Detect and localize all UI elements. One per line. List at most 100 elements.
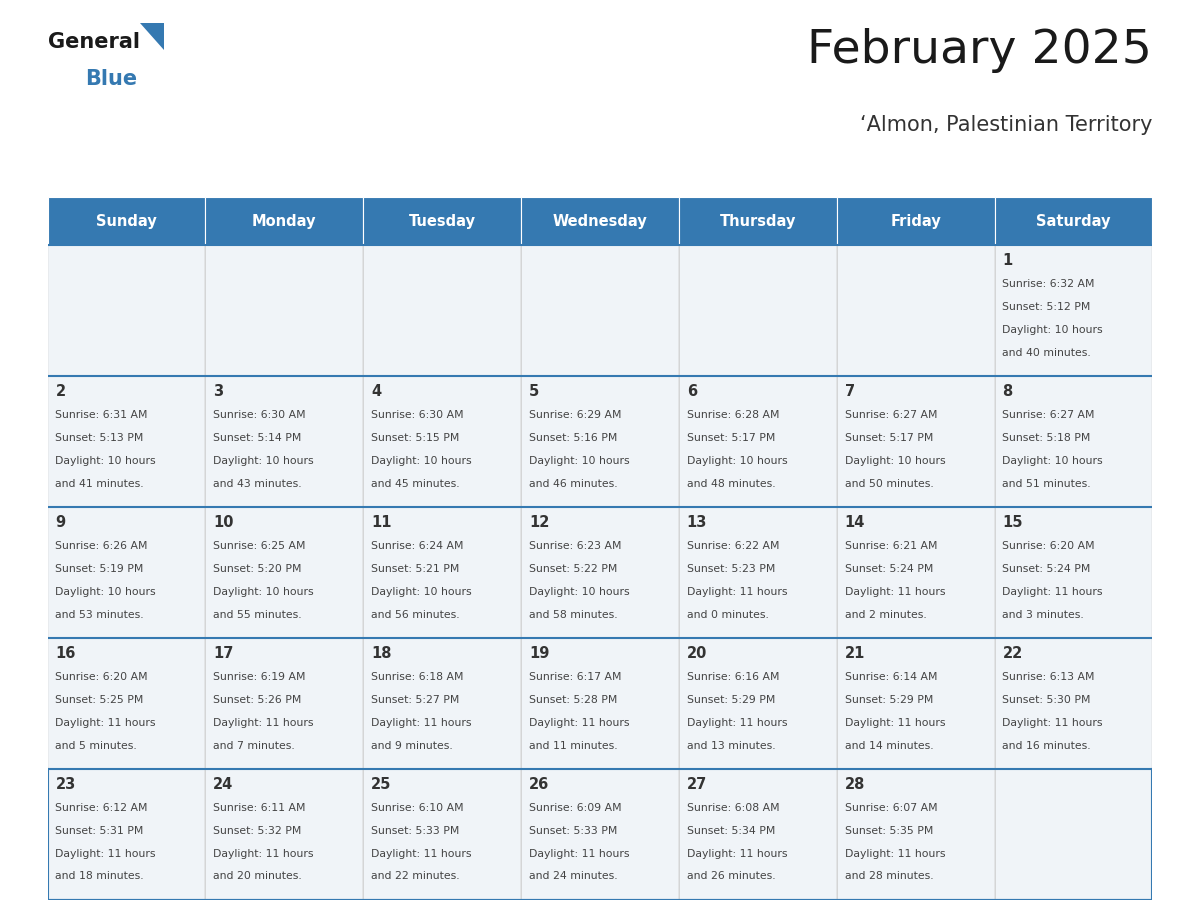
Bar: [994, 245, 1152, 376]
Text: Sunrise: 6:17 AM: Sunrise: 6:17 AM: [529, 672, 621, 682]
Text: Sunset: 5:28 PM: Sunset: 5:28 PM: [529, 695, 618, 705]
Bar: [836, 638, 994, 768]
Bar: [48, 768, 206, 900]
Text: Daylight: 11 hours: Daylight: 11 hours: [213, 718, 314, 728]
Text: and 46 minutes.: and 46 minutes.: [529, 479, 618, 488]
Text: Sunrise: 6:13 AM: Sunrise: 6:13 AM: [1003, 672, 1095, 682]
Text: 5: 5: [529, 384, 539, 399]
Bar: [678, 376, 836, 507]
Text: and 3 minutes.: and 3 minutes.: [1003, 610, 1085, 620]
Text: and 26 minutes.: and 26 minutes.: [687, 871, 776, 881]
Bar: [364, 507, 522, 638]
Text: Sunset: 5:27 PM: Sunset: 5:27 PM: [371, 695, 460, 705]
Text: Sunrise: 6:14 AM: Sunrise: 6:14 AM: [845, 672, 937, 682]
Text: Daylight: 11 hours: Daylight: 11 hours: [687, 587, 788, 597]
Text: Sunrise: 6:32 AM: Sunrise: 6:32 AM: [1003, 279, 1095, 289]
Text: 21: 21: [845, 645, 865, 661]
Text: Sunset: 5:33 PM: Sunset: 5:33 PM: [371, 825, 460, 835]
Text: Sunset: 5:25 PM: Sunset: 5:25 PM: [56, 695, 144, 705]
Text: and 50 minutes.: and 50 minutes.: [845, 479, 934, 488]
Text: Sunrise: 6:10 AM: Sunrise: 6:10 AM: [371, 802, 463, 812]
Text: Sunset: 5:29 PM: Sunset: 5:29 PM: [687, 695, 775, 705]
Text: Sunrise: 6:23 AM: Sunrise: 6:23 AM: [529, 541, 621, 551]
Text: Daylight: 10 hours: Daylight: 10 hours: [56, 456, 156, 465]
Text: and 13 minutes.: and 13 minutes.: [687, 741, 776, 751]
Bar: [522, 197, 678, 245]
Bar: [522, 245, 678, 376]
Text: Sunset: 5:24 PM: Sunset: 5:24 PM: [845, 564, 933, 574]
Bar: [678, 638, 836, 768]
Text: Sunrise: 6:08 AM: Sunrise: 6:08 AM: [687, 802, 779, 812]
Text: Sunrise: 6:30 AM: Sunrise: 6:30 AM: [371, 410, 463, 420]
Text: Sunrise: 6:20 AM: Sunrise: 6:20 AM: [1003, 541, 1095, 551]
Bar: [994, 197, 1152, 245]
Text: Sunrise: 6:25 AM: Sunrise: 6:25 AM: [213, 541, 305, 551]
Text: Sunday: Sunday: [96, 214, 157, 229]
Text: Daylight: 10 hours: Daylight: 10 hours: [529, 587, 630, 597]
Text: Daylight: 11 hours: Daylight: 11 hours: [687, 718, 788, 728]
Text: and 28 minutes.: and 28 minutes.: [845, 871, 934, 881]
Text: and 45 minutes.: and 45 minutes.: [371, 479, 460, 488]
Text: 15: 15: [1003, 515, 1023, 530]
Text: Tuesday: Tuesday: [409, 214, 475, 229]
Text: and 7 minutes.: and 7 minutes.: [213, 741, 295, 751]
Text: Daylight: 11 hours: Daylight: 11 hours: [529, 848, 630, 858]
Bar: [364, 376, 522, 507]
Bar: [364, 197, 522, 245]
Text: Sunset: 5:13 PM: Sunset: 5:13 PM: [56, 433, 144, 443]
Text: Friday: Friday: [890, 214, 941, 229]
Text: and 43 minutes.: and 43 minutes.: [213, 479, 302, 488]
Text: Sunset: 5:30 PM: Sunset: 5:30 PM: [1003, 695, 1091, 705]
Text: Sunset: 5:19 PM: Sunset: 5:19 PM: [56, 564, 144, 574]
Bar: [522, 376, 678, 507]
Text: and 14 minutes.: and 14 minutes.: [845, 741, 934, 751]
Text: Daylight: 10 hours: Daylight: 10 hours: [845, 456, 946, 465]
Text: Sunset: 5:22 PM: Sunset: 5:22 PM: [529, 564, 618, 574]
Text: Daylight: 10 hours: Daylight: 10 hours: [1003, 456, 1102, 465]
Text: Daylight: 11 hours: Daylight: 11 hours: [845, 587, 946, 597]
Text: Sunrise: 6:18 AM: Sunrise: 6:18 AM: [371, 672, 463, 682]
Text: Sunrise: 6:31 AM: Sunrise: 6:31 AM: [56, 410, 148, 420]
Bar: [836, 245, 994, 376]
Text: and 5 minutes.: and 5 minutes.: [56, 741, 137, 751]
Text: Daylight: 11 hours: Daylight: 11 hours: [56, 718, 156, 728]
Text: 25: 25: [371, 777, 392, 791]
Text: Daylight: 11 hours: Daylight: 11 hours: [845, 848, 946, 858]
Text: Sunset: 5:18 PM: Sunset: 5:18 PM: [1003, 433, 1091, 443]
Text: Sunset: 5:14 PM: Sunset: 5:14 PM: [213, 433, 302, 443]
Text: 23: 23: [56, 777, 76, 791]
Text: Sunrise: 6:22 AM: Sunrise: 6:22 AM: [687, 541, 779, 551]
Text: 20: 20: [687, 645, 707, 661]
Bar: [994, 638, 1152, 768]
Text: Sunset: 5:32 PM: Sunset: 5:32 PM: [213, 825, 302, 835]
Text: 9: 9: [56, 515, 65, 530]
Text: and 24 minutes.: and 24 minutes.: [529, 871, 618, 881]
Text: Sunset: 5:16 PM: Sunset: 5:16 PM: [529, 433, 618, 443]
Bar: [48, 197, 206, 245]
Text: Blue: Blue: [86, 69, 138, 89]
Text: Sunset: 5:24 PM: Sunset: 5:24 PM: [1003, 564, 1091, 574]
Text: Daylight: 11 hours: Daylight: 11 hours: [529, 718, 630, 728]
Text: 4: 4: [371, 384, 381, 399]
Text: ‘Almon, Palestinian Territory: ‘Almon, Palestinian Territory: [860, 115, 1152, 135]
Text: and 58 minutes.: and 58 minutes.: [529, 610, 618, 620]
Text: Sunset: 5:21 PM: Sunset: 5:21 PM: [371, 564, 460, 574]
Text: 19: 19: [529, 645, 549, 661]
Text: and 16 minutes.: and 16 minutes.: [1003, 741, 1091, 751]
Text: 3: 3: [213, 384, 223, 399]
Bar: [836, 507, 994, 638]
Text: 26: 26: [529, 777, 549, 791]
Text: Daylight: 10 hours: Daylight: 10 hours: [56, 587, 156, 597]
Bar: [364, 638, 522, 768]
Bar: [206, 245, 364, 376]
Text: 13: 13: [687, 515, 707, 530]
Text: Sunrise: 6:11 AM: Sunrise: 6:11 AM: [213, 802, 305, 812]
Text: Sunrise: 6:07 AM: Sunrise: 6:07 AM: [845, 802, 937, 812]
Bar: [522, 507, 678, 638]
Text: 22: 22: [1003, 645, 1023, 661]
Bar: [364, 768, 522, 900]
Text: 24: 24: [213, 777, 234, 791]
Text: Sunrise: 6:21 AM: Sunrise: 6:21 AM: [845, 541, 937, 551]
Text: and 56 minutes.: and 56 minutes.: [371, 610, 460, 620]
Text: and 20 minutes.: and 20 minutes.: [213, 871, 302, 881]
